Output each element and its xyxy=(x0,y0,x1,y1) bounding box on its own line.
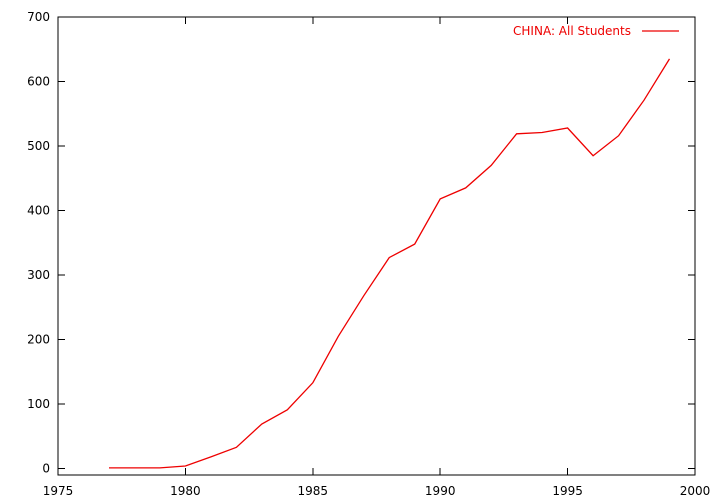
data-point xyxy=(541,131,544,134)
y-tick-label: 600 xyxy=(27,75,50,89)
x-tick-label: 1995 xyxy=(552,484,583,498)
x-tick-label: 2000 xyxy=(680,484,711,498)
data-point xyxy=(617,134,620,137)
chart-axes xyxy=(57,16,696,476)
data-point xyxy=(413,243,416,246)
x-tick-label: 1980 xyxy=(170,484,201,498)
x-tick-label: 1985 xyxy=(298,484,329,498)
plot-frame xyxy=(57,16,696,476)
data-point xyxy=(490,164,493,167)
y-tick-label: 0 xyxy=(42,462,50,476)
data-point xyxy=(362,294,365,297)
data-point xyxy=(209,455,212,458)
data-point xyxy=(643,99,646,102)
y-tick-label: 200 xyxy=(27,333,50,347)
data-point xyxy=(260,423,263,426)
x-tick-label: 1975 xyxy=(43,484,74,498)
data-point xyxy=(286,408,289,411)
data-point xyxy=(184,464,187,467)
legend-label: CHINA: All Students xyxy=(513,24,631,38)
data-point xyxy=(439,197,442,200)
data-point xyxy=(668,57,671,60)
chart-ticks: 1975 1980 1985 1990 1995 2000 0 100 200 300 400 500… xyxy=(27,10,710,498)
chart-series xyxy=(107,57,671,469)
y-tick-label: 500 xyxy=(27,139,50,153)
data-point xyxy=(311,381,314,384)
series-line xyxy=(109,58,671,469)
y-tick-label: 100 xyxy=(27,397,50,411)
data-point xyxy=(464,186,467,189)
data-point xyxy=(388,256,391,259)
x-tick-label: 1990 xyxy=(425,484,456,498)
y-tick-label: 300 xyxy=(27,268,50,282)
data-point xyxy=(235,446,238,449)
data-point xyxy=(515,132,518,135)
data-point xyxy=(566,126,569,129)
y-tick-label: 400 xyxy=(27,204,50,218)
chart-legend: CHINA: All Students xyxy=(513,24,679,38)
data-point xyxy=(158,466,161,469)
data-point xyxy=(133,466,136,469)
data-point xyxy=(337,335,340,338)
data-point xyxy=(107,466,110,469)
data-point xyxy=(592,154,595,157)
y-tick-label: 700 xyxy=(27,10,50,24)
